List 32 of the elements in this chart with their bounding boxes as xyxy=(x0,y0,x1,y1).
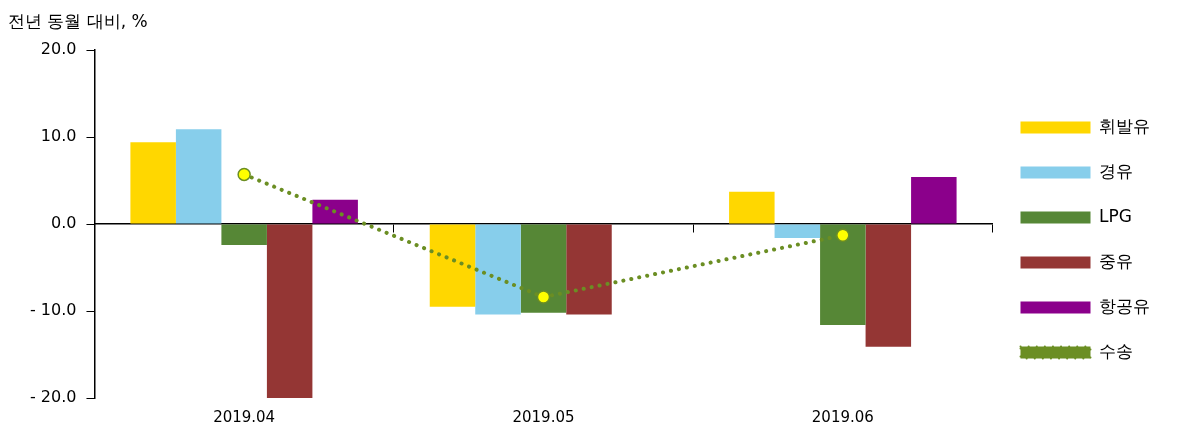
bar xyxy=(312,199,358,224)
legend-label: 중유 xyxy=(1099,250,1133,271)
bar xyxy=(175,129,222,224)
point xyxy=(836,228,850,243)
bar xyxy=(221,224,267,245)
legend-label: 경유 xyxy=(1099,160,1133,181)
legend-label: LPG xyxy=(1099,205,1132,226)
y-tick-label: 0.0 xyxy=(51,213,77,233)
bar xyxy=(429,224,476,307)
bar xyxy=(520,224,567,313)
legend-label: 휘발유 xyxy=(1099,115,1150,136)
bar xyxy=(774,224,821,238)
legend-label: 수송 xyxy=(1099,340,1133,361)
point xyxy=(536,290,551,304)
bar xyxy=(266,224,313,398)
y-axis-title: 전년 동월 대비, % xyxy=(8,10,148,33)
bar xyxy=(130,142,176,224)
point xyxy=(237,167,251,182)
y-tick-label: 10.0 xyxy=(40,126,77,146)
y-tick-label: - 20.0 xyxy=(30,387,77,407)
bar xyxy=(475,224,521,315)
legend-label: 항공유 xyxy=(1099,295,1150,316)
bar xyxy=(820,224,866,325)
bar xyxy=(865,224,912,347)
bar xyxy=(729,191,775,224)
bar xyxy=(566,224,612,315)
bar xyxy=(911,177,957,224)
y-tick-label: - 10.0 xyxy=(30,300,77,320)
x-tick-label: 2019.04 xyxy=(213,407,276,426)
x-tick-label: 2019.06 xyxy=(811,407,874,426)
x-tick-label: 2019.05 xyxy=(512,407,575,426)
y-tick-label: 20.0 xyxy=(40,39,77,59)
